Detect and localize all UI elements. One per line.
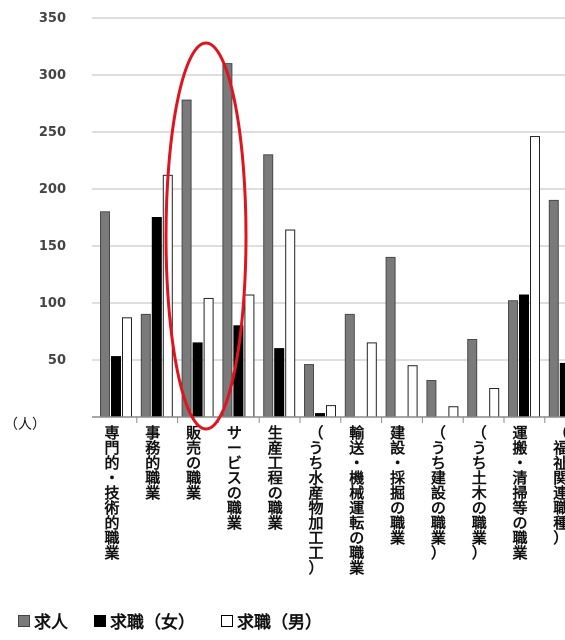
- y-tick-label: 300: [39, 68, 66, 83]
- legend-swatch-kyushoku-male: [221, 614, 233, 627]
- x-category-label: 専門的・技術的職業: [103, 424, 120, 562]
- legend-item-kyujin: 求人: [18, 608, 68, 633]
- x-category-label: （福祉関連職種）: [552, 424, 565, 547]
- bar-kyushoku-male: [407, 365, 418, 418]
- highlight-ellipse: [164, 41, 248, 431]
- x-category-label: 建設・採掘の職業: [389, 424, 406, 547]
- y-axis: 50 100 150 200 250 300 350: [39, 11, 66, 368]
- bar-kyushoku-male: [326, 405, 336, 418]
- bar-kyushoku-male: [448, 406, 459, 418]
- bar-kyushoku-female: [559, 362, 565, 418]
- bar-kyushoku-male: [244, 294, 255, 418]
- x-category-label: 運搬・清掃等の職業: [511, 424, 528, 562]
- legend-swatch-kyushoku-female: [94, 614, 106, 627]
- bar-kyushoku-male: [366, 342, 377, 418]
- bar-kyushoku-female: [111, 356, 121, 418]
- y-tick-label: 350: [39, 11, 66, 26]
- bar-kyujin: [140, 313, 151, 418]
- legend-swatch-kyujin: [18, 614, 30, 627]
- y-tick-label: 250: [39, 125, 66, 140]
- x-category-label: 輸送・機械運転の職業: [348, 424, 365, 577]
- x-category-label: （うち水産物加工工）: [307, 424, 324, 577]
- bar-kyushoku-male: [530, 136, 540, 418]
- legend-item-kyushoku-male: 求職（男）: [221, 608, 322, 633]
- y-tick-label: 150: [39, 239, 66, 254]
- bar-kyujin: [181, 99, 192, 418]
- legend: 求人 求職（女） 求職（男）: [18, 608, 322, 633]
- y-tick-label: 50: [48, 353, 66, 368]
- bar-kyujin: [304, 364, 314, 418]
- bar-kyushoku-male: [203, 297, 214, 418]
- bar-kyujin: [548, 199, 559, 418]
- bar-kyujin: [385, 256, 396, 418]
- legend-item-kyushoku-female: 求職（女）: [94, 608, 195, 633]
- bar-kyushoku-female: [151, 217, 162, 418]
- y-tick-label: 200: [39, 182, 66, 197]
- x-category-label: サービスの職業: [226, 424, 243, 532]
- bar-kyujin: [467, 338, 478, 418]
- bar-kyushoku-male: [285, 229, 296, 418]
- bar-chart: 50 100 150 200 250 300 350 専門的・技術的職業 事務的職業 販売の職業…: [4, 11, 565, 577]
- bar-kyujin: [222, 63, 233, 418]
- x-category-label: （うち建設の職業）: [430, 424, 447, 562]
- bars: [100, 63, 565, 418]
- bar-kyujin: [508, 300, 518, 418]
- bar-kyushoku-male: [122, 317, 132, 418]
- bar-kyujin: [263, 154, 274, 418]
- y-axis-unit-label: （人）: [4, 417, 46, 433]
- bar-kyujin: [426, 380, 437, 418]
- bar-kyujin: [100, 211, 110, 418]
- y-tick-label: 100: [39, 296, 66, 311]
- bar-kyushoku-female: [519, 294, 529, 418]
- legend-label-kyushoku-male: 求職（男）: [237, 613, 322, 633]
- legend-label-kyushoku-female: 求職（女）: [110, 613, 195, 633]
- bar-kyushoku-female: [274, 348, 285, 418]
- x-category-label: 事務的職業: [144, 424, 161, 502]
- bar-kyushoku-male: [489, 388, 500, 418]
- bar-kyujin: [344, 313, 355, 418]
- x-axis: 専門的・技術的職業 事務的職業 販売の職業 サービスの職業 生産工程の職業 （うち水産物加…: [92, 416, 565, 577]
- x-category-label: 販売の職業: [185, 424, 202, 502]
- x-category-label: （うち土木の職業）: [471, 424, 488, 562]
- bar-kyushoku-female: [192, 342, 203, 418]
- x-category-label: 生産工程の職業: [267, 424, 284, 532]
- legend-label-kyujin: 求人: [34, 613, 68, 633]
